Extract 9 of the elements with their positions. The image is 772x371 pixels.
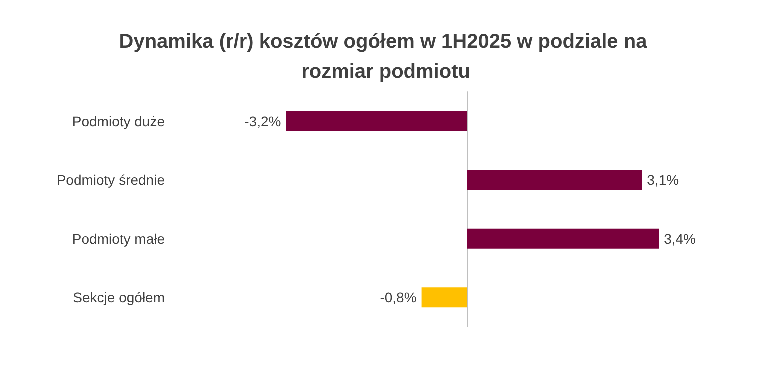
- data-label: -0,8%: [380, 290, 417, 306]
- data-label: 3,1%: [647, 172, 680, 188]
- data-label: -3,2%: [244, 113, 282, 130]
- y-tick-label: Podmioty średnie: [56, 172, 166, 188]
- y-tick-label: Podmioty duże: [72, 113, 166, 130]
- data-label: 3,4%: [664, 230, 696, 247]
- chart-title: Dynamika (r/r) kosztów ogółem w 1H2025 w podziale na rozmiar podmiotu: [119, 31, 653, 83]
- y-tick-label: Sekcje ogółem: [73, 290, 165, 306]
- y-tick-label: Podmioty małe: [72, 230, 166, 247]
